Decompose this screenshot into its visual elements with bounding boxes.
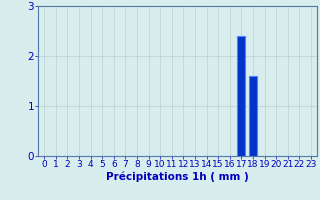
Bar — [249, 76, 257, 156]
Bar — [237, 36, 245, 156]
X-axis label: Précipitations 1h ( mm ): Précipitations 1h ( mm ) — [106, 172, 249, 182]
